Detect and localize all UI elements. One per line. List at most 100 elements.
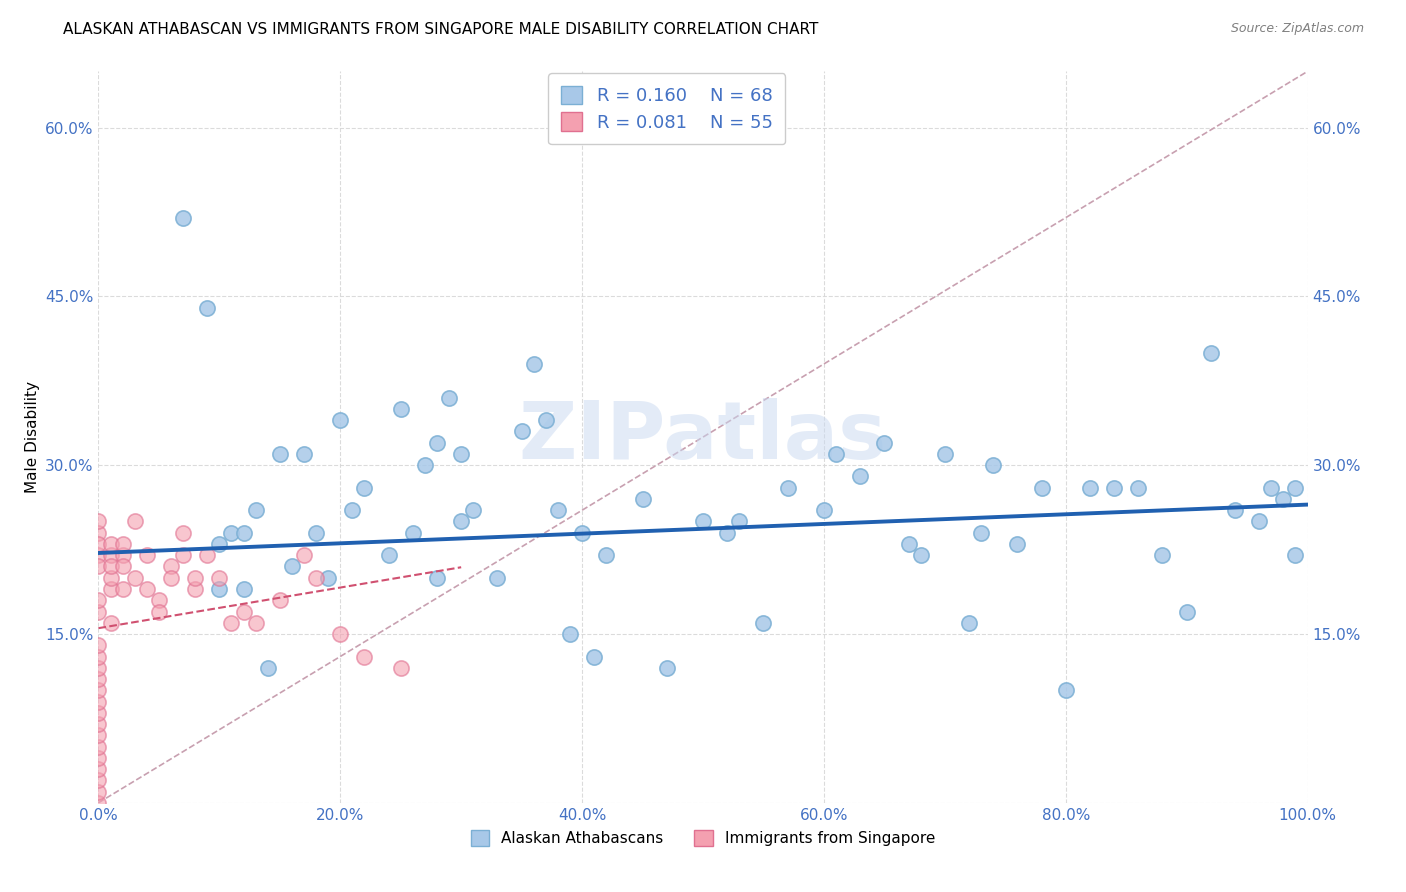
Point <box>450 447 472 461</box>
Point <box>934 447 956 461</box>
Point <box>87 605 110 619</box>
Point <box>970 525 993 540</box>
Point <box>655 661 678 675</box>
Point <box>523 357 546 371</box>
Point <box>571 525 593 540</box>
Y-axis label: Male Disability: Male Disability <box>24 381 39 493</box>
Point <box>184 582 207 596</box>
Point <box>463 503 485 517</box>
Point <box>752 615 775 630</box>
Point <box>873 435 896 450</box>
Point <box>437 391 460 405</box>
Point <box>558 627 581 641</box>
Point <box>269 593 291 607</box>
Point <box>245 615 267 630</box>
Text: ALASKAN ATHABASCAN VS IMMIGRANTS FROM SINGAPORE MALE DISABILITY CORRELATION CHAR: ALASKAN ATHABASCAN VS IMMIGRANTS FROM SI… <box>63 22 818 37</box>
Point <box>692 515 714 529</box>
Point <box>402 525 425 540</box>
Point <box>245 503 267 517</box>
Point <box>776 481 799 495</box>
Point <box>87 515 110 529</box>
Point <box>1054 683 1077 698</box>
Point <box>135 582 157 596</box>
Point <box>1199 345 1222 359</box>
Point <box>100 537 122 551</box>
Point <box>232 525 254 540</box>
Point <box>1260 481 1282 495</box>
Point <box>583 649 606 664</box>
Point <box>595 548 617 562</box>
Point <box>292 548 315 562</box>
Point <box>195 548 218 562</box>
Point <box>148 593 170 607</box>
Point <box>413 458 436 473</box>
Point <box>329 627 352 641</box>
Point <box>1102 481 1125 495</box>
Point <box>208 582 231 596</box>
Point <box>292 447 315 461</box>
Point <box>100 571 122 585</box>
Point <box>208 537 231 551</box>
Legend: Alaskan Athabascans, Immigrants from Singapore: Alaskan Athabascans, Immigrants from Sin… <box>463 822 943 854</box>
Point <box>87 548 110 562</box>
Point <box>195 301 218 315</box>
Point <box>135 548 157 562</box>
Point <box>87 593 110 607</box>
Point <box>87 751 110 765</box>
Point <box>957 615 980 630</box>
Point <box>111 582 134 596</box>
Point <box>87 717 110 731</box>
Text: ZIPatlas: ZIPatlas <box>519 398 887 476</box>
Point <box>87 706 110 720</box>
Point <box>534 413 557 427</box>
Point <box>316 571 339 585</box>
Point <box>148 605 170 619</box>
Point <box>389 401 412 416</box>
Point <box>1272 491 1295 506</box>
Point <box>87 694 110 708</box>
Point <box>111 548 134 562</box>
Point <box>981 458 1004 473</box>
Point <box>87 537 110 551</box>
Point <box>1284 481 1306 495</box>
Point <box>486 571 509 585</box>
Point <box>1031 481 1053 495</box>
Point <box>1175 605 1198 619</box>
Point <box>232 605 254 619</box>
Point <box>87 661 110 675</box>
Point <box>426 571 449 585</box>
Point <box>221 615 243 630</box>
Point <box>87 525 110 540</box>
Point <box>1128 481 1150 495</box>
Point <box>172 211 194 225</box>
Point <box>221 525 243 540</box>
Point <box>353 649 375 664</box>
Point <box>124 571 146 585</box>
Point <box>825 447 848 461</box>
Point <box>87 762 110 776</box>
Point <box>184 571 207 585</box>
Point <box>342 503 364 517</box>
Point <box>716 525 738 540</box>
Point <box>281 559 304 574</box>
Point <box>305 525 328 540</box>
Point <box>160 559 183 574</box>
Point <box>100 582 122 596</box>
Point <box>124 515 146 529</box>
Point <box>111 537 134 551</box>
Point <box>910 548 932 562</box>
Point <box>1249 515 1271 529</box>
Point <box>87 784 110 798</box>
Point <box>256 661 278 675</box>
Point <box>426 435 449 450</box>
Point <box>510 425 533 439</box>
Point <box>100 559 122 574</box>
Point <box>87 796 110 810</box>
Point <box>100 615 122 630</box>
Point <box>87 739 110 754</box>
Point <box>208 571 231 585</box>
Point <box>111 559 134 574</box>
Point <box>329 413 352 427</box>
Point <box>87 728 110 742</box>
Point <box>353 481 375 495</box>
